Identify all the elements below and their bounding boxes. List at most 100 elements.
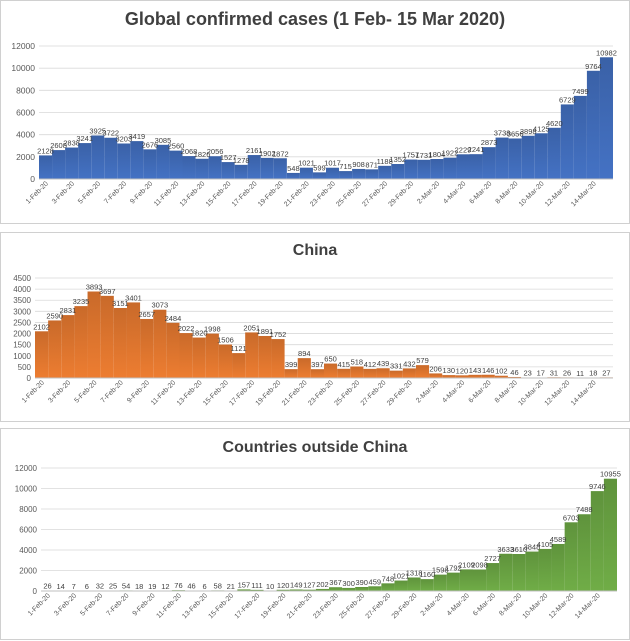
global-bar [561, 104, 574, 179]
global-x-tick-label: 11-Feb-20 [153, 180, 180, 207]
china-bar [337, 369, 350, 378]
global-x-tick-label: 2-Mar-20 [416, 180, 441, 205]
global-bar [496, 138, 509, 179]
china-x-tick-label: 23-Feb-20 [307, 379, 335, 407]
outside-china-x-tick-label: 9-Feb-20 [132, 592, 157, 617]
china-x-tick-label: 25-Feb-20 [333, 379, 361, 407]
global-cases-chart-panel: Global confirmed cases (1 Feb- 15 Mar 20… [0, 0, 630, 224]
outside-china-data-label: 7 [72, 582, 76, 591]
china-data-label: 3697 [99, 287, 116, 296]
china-bar [180, 333, 193, 378]
global-x-tick-label: 23-Feb-20 [309, 180, 337, 208]
outside-china-data-label: 390 [355, 578, 368, 587]
global-bar [196, 159, 209, 179]
outside-china-x-tick-label: 10-Mar-20 [522, 592, 550, 620]
china-bar [258, 336, 271, 378]
global-x-tick-label: 15-Feb-20 [205, 180, 233, 208]
china-data-label: 27 [602, 368, 610, 377]
global-x-tick-label: 13-Feb-20 [179, 180, 207, 208]
china-x-tick-label: 15-Feb-20 [202, 379, 230, 407]
outside-china-x-tick-label: 19-Feb-20 [260, 592, 288, 620]
outside-china-x-tick-label: 12-Mar-20 [548, 592, 576, 620]
outside-china-data-label: 10955 [600, 470, 621, 479]
outside-china-data-label: 120 [277, 581, 290, 590]
outside-china-x-tick-label: 29-Feb-20 [391, 592, 419, 620]
china-data-label: 432 [403, 359, 416, 368]
china-y-tick-label: 500 [18, 363, 32, 372]
outside-china-bar [434, 575, 447, 591]
global-data-label: 2873 [481, 138, 498, 147]
outside-china-data-label: 459 [369, 577, 382, 586]
global-bar [352, 169, 365, 179]
china-x-tick-label: 13-Feb-20 [176, 379, 204, 407]
outside-china-data-label: 4589 [550, 535, 567, 544]
china-bar [61, 315, 74, 378]
china-data-label: 2102 [33, 322, 50, 331]
china-bar [311, 369, 324, 378]
outside-china-data-label: 300 [342, 579, 355, 588]
global-bar [183, 156, 196, 179]
china-y-tick-label: 3500 [13, 296, 31, 305]
global-x-tick-label: 21-Feb-20 [283, 180, 311, 208]
china-bar [298, 358, 311, 378]
global-x-tick-label: 3-Feb-20 [51, 180, 76, 205]
china-bar [416, 365, 429, 378]
china-data-label: 17 [537, 369, 545, 378]
outside-china-bar [329, 587, 342, 591]
global-bar [339, 171, 352, 179]
global-bar [365, 169, 378, 179]
china-x-tick-label: 12-Mar-20 [544, 379, 572, 407]
outside-china-bar [447, 573, 460, 591]
outside-china-x-tick-label: 17-Feb-20 [234, 592, 262, 620]
global-y-tick-label: 8000 [16, 85, 35, 95]
china-data-label: 143 [469, 366, 482, 375]
outside-china-data-label: 54 [122, 581, 130, 590]
china-y-tick-label: 1500 [13, 341, 31, 350]
outside-china-bar [552, 544, 565, 591]
china-bar [101, 296, 114, 378]
outside-china-data-label: 18 [135, 582, 143, 591]
outside-china-data-label: 19 [148, 582, 156, 591]
china-data-label: 1752 [270, 330, 287, 339]
global-bar [483, 147, 496, 179]
china-data-label: 518 [351, 357, 364, 366]
china-data-label: 2657 [138, 310, 155, 319]
global-bar [548, 128, 561, 179]
china-y-tick-label: 2500 [13, 318, 31, 327]
global-bar [456, 154, 469, 179]
global-bar [404, 160, 417, 179]
outside-china-bar [538, 549, 551, 591]
outside-china-data-label: 149 [290, 580, 303, 589]
china-bar [350, 366, 363, 378]
outside-china-x-tick-label: 14-Mar-20 [574, 592, 602, 620]
global-bar [470, 154, 483, 179]
china-x-tick-label: 21-Feb-20 [281, 379, 309, 407]
china-y-tick-label: 1000 [13, 352, 31, 361]
global-bar [52, 150, 65, 179]
global-bar [417, 160, 430, 179]
china-y-tick-label: 2000 [13, 330, 31, 339]
outside-china-data-label: 202 [316, 580, 329, 589]
outside-china-x-tick-label: 4-Mar-20 [446, 592, 471, 617]
china-data-label: 412 [364, 360, 377, 369]
outside-china-bar [486, 563, 499, 591]
global-data-label: 1872 [272, 149, 289, 158]
china-data-label: 3401 [125, 293, 142, 302]
china-data-label: 331 [390, 362, 403, 371]
outside-china-y-tick-label: 4000 [19, 546, 37, 555]
china-data-label: 415 [337, 360, 350, 369]
outside-china-bar [604, 479, 617, 591]
outside-china-data-label: 76 [174, 581, 182, 590]
outside-china-data-label: 12 [161, 582, 169, 591]
china-bar [363, 369, 376, 378]
global-x-tick-label: 29-Feb-20 [387, 180, 415, 208]
outside-china-data-label: 127 [303, 581, 316, 590]
outside-china-bar [512, 554, 525, 591]
china-x-tick-label: 2-Mar-20 [415, 379, 440, 404]
china-x-tick-label: 4-Mar-20 [441, 379, 466, 404]
china-data-label: 46 [510, 368, 518, 377]
outside-china-y-tick-label: 2000 [19, 567, 37, 576]
china-x-tick-label: 8-Mar-20 [494, 379, 519, 404]
china-bar [429, 373, 442, 378]
global-x-tick-label: 19-Feb-20 [257, 180, 285, 208]
